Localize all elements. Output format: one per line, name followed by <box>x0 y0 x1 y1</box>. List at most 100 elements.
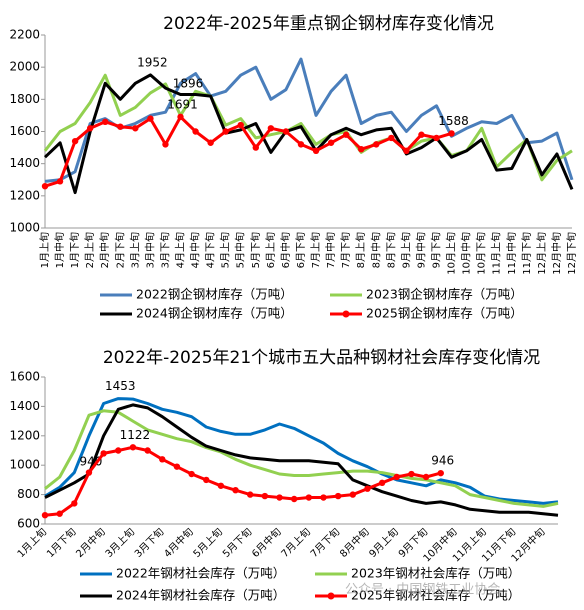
x-tick-label: 4月下旬 <box>204 232 217 268</box>
x-tick-label: 3月下旬 <box>158 232 171 268</box>
x-tick-label: 9月中旬 <box>414 232 427 268</box>
x-tick-label: 11月下旬 <box>520 232 533 275</box>
x-tick-label: 5月上旬 <box>190 525 225 560</box>
x-tick-label: 5月下旬 <box>249 232 262 268</box>
series-marker <box>237 121 244 129</box>
x-tick-label: 12月上旬 <box>535 232 548 275</box>
series-line <box>43 73 573 182</box>
series-marker <box>408 470 415 478</box>
series-marker <box>373 141 380 148</box>
x-tick-label: 9月下旬 <box>429 232 442 268</box>
x-tick-label: 6月中旬 <box>249 525 284 560</box>
series-marker <box>320 494 327 501</box>
x-tick-label: 6月上旬 <box>264 232 277 268</box>
x-tick-label: 5月下旬 <box>220 525 255 560</box>
x-tick-label: 5月中旬 <box>234 232 247 268</box>
x-tick-label: 7月上旬 <box>309 232 322 268</box>
y-tick-label: 1000 <box>9 458 40 472</box>
series-marker <box>132 125 139 132</box>
series-marker <box>334 492 342 500</box>
series-marker <box>422 473 430 481</box>
x-tick-label: 2月下旬 <box>113 232 126 268</box>
series-marker <box>327 139 335 146</box>
x-tick-label: 4月中旬 <box>189 232 202 268</box>
legend-label: 2022钢企钢材库存（万吨） <box>136 287 293 302</box>
series-marker <box>305 494 313 501</box>
series-marker <box>56 178 64 185</box>
x-tick-label: 2月上旬 <box>83 232 96 268</box>
value-label: 1588 <box>438 114 469 128</box>
x-tick-label: 9月上旬 <box>399 232 412 268</box>
series-marker <box>188 470 195 478</box>
value-label: 1122 <box>120 428 151 442</box>
chart-title: 2022年-2025年重点钢企钢材库存变化情况 <box>163 14 494 34</box>
y-tick-label: 1600 <box>9 124 40 138</box>
series-marker <box>115 447 122 454</box>
series-line <box>44 397 559 505</box>
watermark: 公众号 · 中国钢铁工业协会 <box>345 583 500 598</box>
x-tick-label: 8月中旬 <box>337 525 372 560</box>
y-tick-label: 600 <box>17 517 40 531</box>
series-marker <box>85 469 93 476</box>
series-marker <box>448 130 455 137</box>
series-marker <box>56 510 63 517</box>
y-tick-label: 1600 <box>9 370 40 384</box>
series-marker <box>162 141 169 148</box>
x-tick-label: 9月上旬 <box>366 525 401 560</box>
x-tick-label: 1月下旬 <box>44 525 79 560</box>
series-marker <box>222 128 229 135</box>
series-marker <box>129 444 137 451</box>
series-marker <box>159 456 166 463</box>
x-tick-label: 1月中旬 <box>53 232 66 268</box>
y-tick-label: 2200 <box>9 28 40 42</box>
y-tick-label: 800 <box>17 487 40 501</box>
series-marker <box>100 450 107 457</box>
series-marker <box>144 447 151 454</box>
value-label: 1952 <box>137 55 168 69</box>
series-marker <box>312 147 320 154</box>
y-tick-label: 1000 <box>9 221 40 235</box>
series-marker <box>252 144 259 151</box>
series-marker <box>173 463 181 470</box>
legend-marker <box>342 310 350 318</box>
series-marker <box>117 123 124 130</box>
x-tick-label: 3月中旬 <box>143 232 156 268</box>
x-tick-label: 4月中旬 <box>161 525 196 560</box>
legend-label: 2024年钢材社会库存（万吨） <box>116 588 285 603</box>
x-tick-label: 7月下旬 <box>307 525 342 560</box>
legend-label: 2024钢企钢材库存（万吨） <box>136 306 293 321</box>
x-tick-label: 2月中旬 <box>98 232 111 268</box>
x-tick-label: 7月下旬 <box>339 232 352 268</box>
series-marker <box>403 147 410 154</box>
series-marker <box>207 139 214 146</box>
series-marker <box>290 495 298 503</box>
series-marker <box>297 141 305 148</box>
series-marker <box>232 486 239 494</box>
x-tick-label: 1月上旬 <box>38 232 51 268</box>
x-tick-label: 12月下旬 <box>565 232 578 275</box>
series-marker <box>192 128 199 135</box>
series-marker <box>364 485 371 492</box>
x-tick-label: 11月中旬 <box>505 232 518 275</box>
x-tick-label: 8月下旬 <box>384 232 397 268</box>
series-marker <box>41 182 49 190</box>
series-line <box>44 57 574 183</box>
value-label: 1691 <box>167 97 198 111</box>
series-marker <box>267 125 275 132</box>
x-tick-label: 4月上旬 <box>174 232 187 268</box>
x-tick-label: 6月中旬 <box>279 232 292 268</box>
series-marker <box>147 115 154 122</box>
legend-label: 2023年钢材社会库存（万吨） <box>351 566 520 581</box>
x-tick-label: 8月上旬 <box>354 232 367 268</box>
x-tick-label: 7月上旬 <box>278 525 313 560</box>
x-tick-label: 10月下旬 <box>475 232 488 275</box>
series-line <box>43 73 574 195</box>
y-tick-label: 1400 <box>9 156 40 170</box>
series-marker <box>378 479 386 487</box>
series-marker <box>177 113 184 121</box>
series-marker <box>41 511 49 519</box>
x-tick-label: 2月中旬 <box>73 525 108 560</box>
chart-title: 2022年-2025年21个城市五大品种钢材社会库存变化情况 <box>103 348 540 368</box>
x-tick-label: 6月下旬 <box>294 232 307 268</box>
